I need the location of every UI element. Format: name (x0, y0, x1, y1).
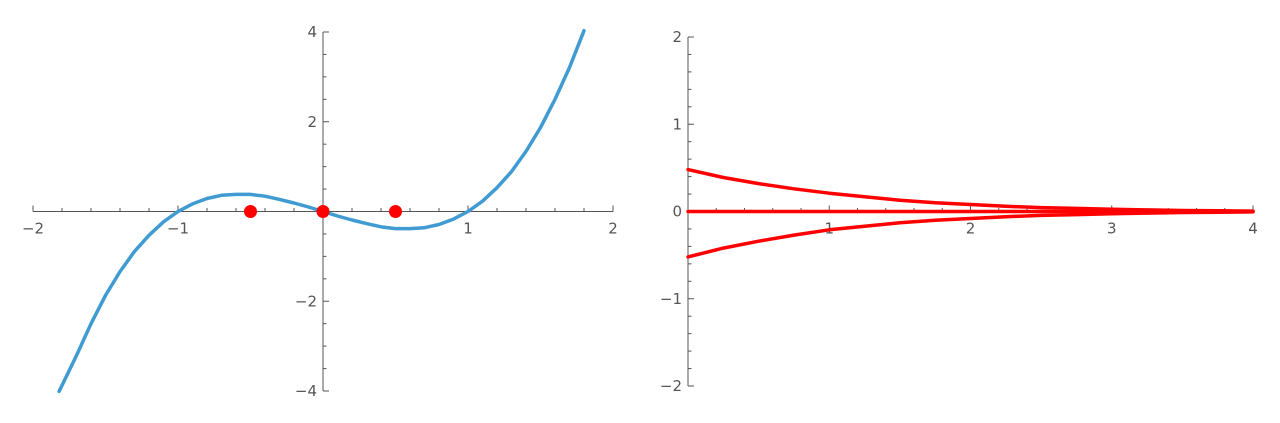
y-tick-label: 2 (672, 28, 682, 46)
y-tick-label: −1 (660, 290, 682, 308)
x-tick-label: 2 (608, 220, 618, 238)
x-tick-label: −2 (22, 220, 44, 238)
cubic-plot: −2 −1 1 2 −4 −2 2 4 (22, 23, 618, 400)
y-tick-label: 1 (672, 115, 682, 133)
data-point (316, 205, 330, 218)
x-tick-label: 4 (1248, 220, 1258, 238)
data-point (389, 205, 402, 218)
y-tick-label: −2 (295, 292, 317, 310)
y-tick-label: 4 (307, 23, 317, 41)
x-tick-label: 1 (463, 220, 473, 238)
series-line-2 (686, 210, 1255, 259)
x-tick-label: 3 (1107, 220, 1117, 238)
y-tick-label: −4 (295, 382, 317, 400)
y-tick-label: 2 (307, 113, 317, 131)
y-tick-label: 0 (672, 203, 682, 221)
x-tick-label: −1 (167, 220, 189, 238)
series-line-0 (686, 167, 1255, 213)
x-tick-label: 2 (966, 220, 976, 238)
data-point (244, 205, 257, 218)
y-tick-label: −2 (660, 377, 682, 395)
